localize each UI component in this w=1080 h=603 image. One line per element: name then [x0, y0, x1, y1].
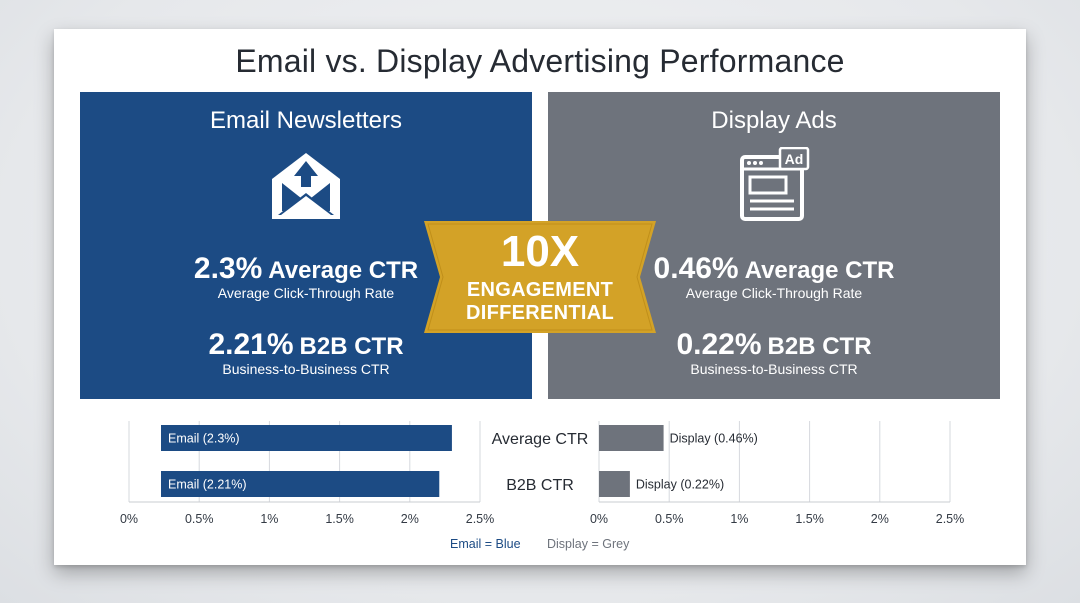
- display-panel-heading: Display Ads: [711, 107, 837, 134]
- envelope-upload-icon: [270, 147, 342, 228]
- display-avg-metric: 0.46% Average CTR Average Click-Through R…: [548, 252, 1000, 301]
- display-b2b-metric: 0.22% B2B CTR Business-to-Business CTR: [548, 328, 1000, 377]
- x-tick-label-email: 1.5%: [325, 512, 354, 526]
- email-avg-sub: Average Click-Through Rate: [217, 285, 395, 301]
- x-tick-label-email: 1%: [260, 512, 278, 526]
- email-avg-suffix: Average CTR: [268, 257, 419, 284]
- x-tick-label-display: 0%: [590, 512, 608, 526]
- legend-display: Display = Grey: [547, 537, 630, 551]
- email-b2b-sub: Business-to-Business CTR: [222, 361, 390, 377]
- display-b2b-suffix: B2B CTR: [767, 333, 872, 360]
- email-avg-metric: 2.3% Average CTR Average Click-Through Ra…: [80, 252, 532, 301]
- engagement-badge: 10X ENGAGEMENT DIFFERENTIAL: [424, 221, 656, 333]
- email-avg-value: 2.3%: [193, 252, 263, 285]
- bar-label-display-1: Display (0.22%): [636, 478, 724, 492]
- bar-display-0: [599, 425, 664, 451]
- display-b2b-value: 0.22%: [676, 328, 762, 361]
- x-tick-label-email: 0%: [120, 512, 138, 526]
- category-label: Average CTR: [492, 431, 589, 448]
- ad-icon-label: Ad: [785, 151, 804, 167]
- badge-line-1: ENGAGEMENT: [466, 279, 614, 301]
- badge-multiplier: 10X: [500, 227, 580, 276]
- x-tick-label-display: 1%: [730, 512, 748, 526]
- x-tick-label-display: 2.5%: [936, 512, 965, 526]
- bar-email-1: [161, 471, 440, 497]
- x-tick-label-email: 0.5%: [185, 512, 214, 526]
- x-tick-label-display: 2%: [871, 512, 889, 526]
- ctr-comparison-chart: 0% 0.5% 1% 1.5% 2% 2.5% Email (2.3%) Email (2.2…: [120, 421, 965, 526]
- display-avg-suffix: Average CTR: [744, 257, 895, 284]
- x-tick-label-display: 0.5%: [655, 512, 684, 526]
- display-b2b-sub: Business-to-Business CTR: [690, 361, 858, 377]
- display-avg-value: 0.46%: [653, 252, 739, 285]
- x-tick-label-email: 2%: [401, 512, 419, 526]
- bar-display-1: [599, 471, 630, 497]
- infographic-card: Email vs. Display Advertising Performanc…: [54, 29, 1026, 565]
- display-avg-sub: Average Click-Through Rate: [685, 285, 863, 301]
- x-tick-label-display: 1.5%: [795, 512, 824, 526]
- bar-label-email-0: Email (2.3%): [168, 432, 240, 446]
- email-b2b-value: 2.21%: [208, 328, 294, 361]
- badge-line-2: DIFFERENTIAL: [465, 302, 615, 324]
- email-panel-heading: Email Newsletters: [209, 107, 403, 134]
- bar-label-email-1: Email (2.21%): [168, 478, 247, 492]
- x-tick-label-email: 2.5%: [466, 512, 495, 526]
- browser-ad-icon: Ad: [738, 146, 810, 228]
- email-b2b-metric: 2.21% B2B CTR Business-to-Business CTR: [80, 328, 532, 377]
- category-label: B2B CTR: [506, 477, 574, 494]
- bar-email-0: [161, 425, 452, 451]
- email-b2b-suffix: B2B CTR: [299, 333, 404, 360]
- page-title: Email vs. Display Advertising Performanc…: [235, 43, 845, 79]
- bar-label-display-0: Display (0.46%): [670, 432, 758, 446]
- legend-email: Email = Blue: [450, 537, 521, 551]
